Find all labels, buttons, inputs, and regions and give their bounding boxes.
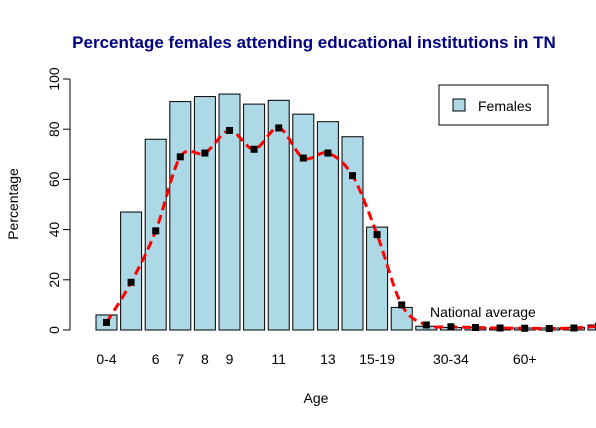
legend-swatch-females xyxy=(452,98,466,112)
national-average-point xyxy=(398,301,406,309)
bar xyxy=(341,136,364,331)
x-tick-label: 11 xyxy=(271,351,286,367)
legend: Females xyxy=(438,84,549,126)
bar xyxy=(267,99,290,331)
legend-label-females: Females xyxy=(478,98,532,114)
national-average-point xyxy=(373,231,381,239)
chart-title: Percentage females attending educational… xyxy=(72,33,556,52)
national-average-point xyxy=(570,324,578,332)
bar xyxy=(218,93,241,331)
national-average-point xyxy=(226,126,233,134)
y-tick-label: 60 xyxy=(46,171,62,187)
national-average-point xyxy=(422,321,430,329)
national-average-point xyxy=(201,149,209,157)
bar xyxy=(120,211,143,331)
bar xyxy=(169,101,192,331)
x-tick-label: 13 xyxy=(320,351,336,367)
national-average-point xyxy=(324,149,332,157)
x-tick-label: 9 xyxy=(226,351,234,367)
national-average-point xyxy=(472,323,479,331)
x-tick-label: 60+ xyxy=(513,351,537,367)
y-tick-label: 100 xyxy=(46,67,62,91)
x-tick-label: 8 xyxy=(201,351,209,367)
y-tick-label: 0 xyxy=(46,326,62,334)
y-tick-label: 40 xyxy=(46,222,62,238)
y-tick-label: 20 xyxy=(46,272,62,288)
x-tick-label: 15-19 xyxy=(359,351,395,367)
national-average-point xyxy=(275,124,283,132)
bar xyxy=(390,306,413,331)
x-tick-label: 0-4 xyxy=(96,351,116,367)
national-average-point xyxy=(349,172,356,180)
y-axis-label: Percentage xyxy=(5,168,21,240)
bar xyxy=(193,96,216,331)
x-tick-label: 30-34 xyxy=(433,351,469,367)
x-tick-label: 7 xyxy=(176,351,184,367)
y-tick-label: 80 xyxy=(46,121,62,137)
national-average-point xyxy=(250,145,258,153)
x-tick-label: 6 xyxy=(152,351,160,367)
national-average-point xyxy=(521,324,529,332)
bars xyxy=(95,93,596,331)
national-average-point xyxy=(496,324,504,332)
bar xyxy=(366,226,389,331)
bar xyxy=(292,113,315,331)
bar xyxy=(243,103,266,331)
national-average-point xyxy=(152,227,160,235)
national-average-point xyxy=(127,278,135,286)
national-average-point xyxy=(103,318,110,326)
x-axis-label: Age xyxy=(304,390,329,406)
x-tick-labels: 0-4 6 7 8 9 11 13 15-19 30-34 60+ xyxy=(96,351,536,367)
y-axis: 0 20 40 60 80 100 xyxy=(46,67,71,334)
national-average-point xyxy=(299,154,307,162)
national-average-annotation: National average xyxy=(430,304,536,320)
bar xyxy=(316,121,339,331)
national-average-point xyxy=(545,324,553,332)
national-average-point xyxy=(176,153,184,161)
national-average-point xyxy=(447,323,455,331)
